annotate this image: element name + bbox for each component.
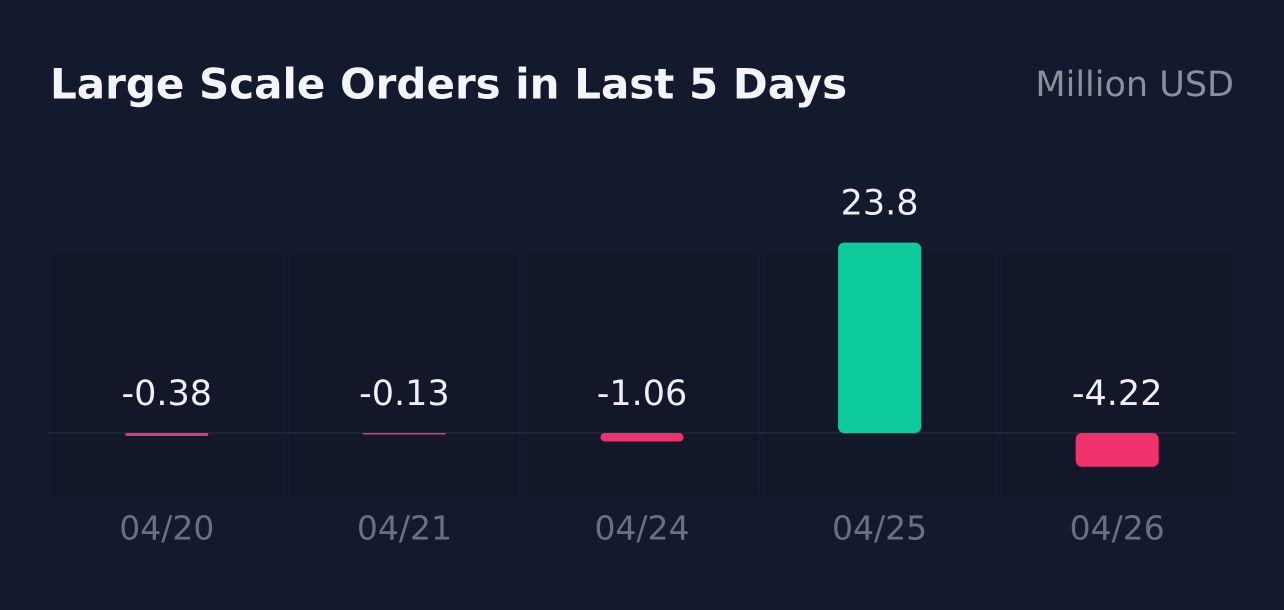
bar bbox=[1075, 433, 1159, 467]
column-panel bbox=[52, 255, 282, 495]
value-label: -0.13 bbox=[359, 374, 450, 414]
value-label: -4.22 bbox=[1072, 374, 1163, 414]
x-tick-label: 04/26 bbox=[1070, 509, 1165, 548]
x-tick-label: 04/24 bbox=[594, 509, 689, 548]
bar bbox=[600, 433, 684, 442]
bar bbox=[362, 433, 446, 435]
unit-label: Million USD bbox=[1035, 65, 1234, 105]
bar bbox=[838, 242, 922, 433]
value-label: -1.06 bbox=[597, 374, 688, 414]
x-tick-label: 04/20 bbox=[119, 509, 214, 548]
value-label: 23.8 bbox=[841, 184, 919, 224]
x-tick-label: 04/21 bbox=[357, 509, 452, 548]
column-panel bbox=[527, 255, 757, 495]
chart-title: Large Scale Orders in Last 5 Days bbox=[50, 60, 847, 109]
value-label: -0.38 bbox=[122, 374, 213, 414]
x-tick-label: 04/25 bbox=[832, 509, 927, 548]
column-panel bbox=[289, 255, 520, 495]
bar bbox=[125, 433, 209, 437]
